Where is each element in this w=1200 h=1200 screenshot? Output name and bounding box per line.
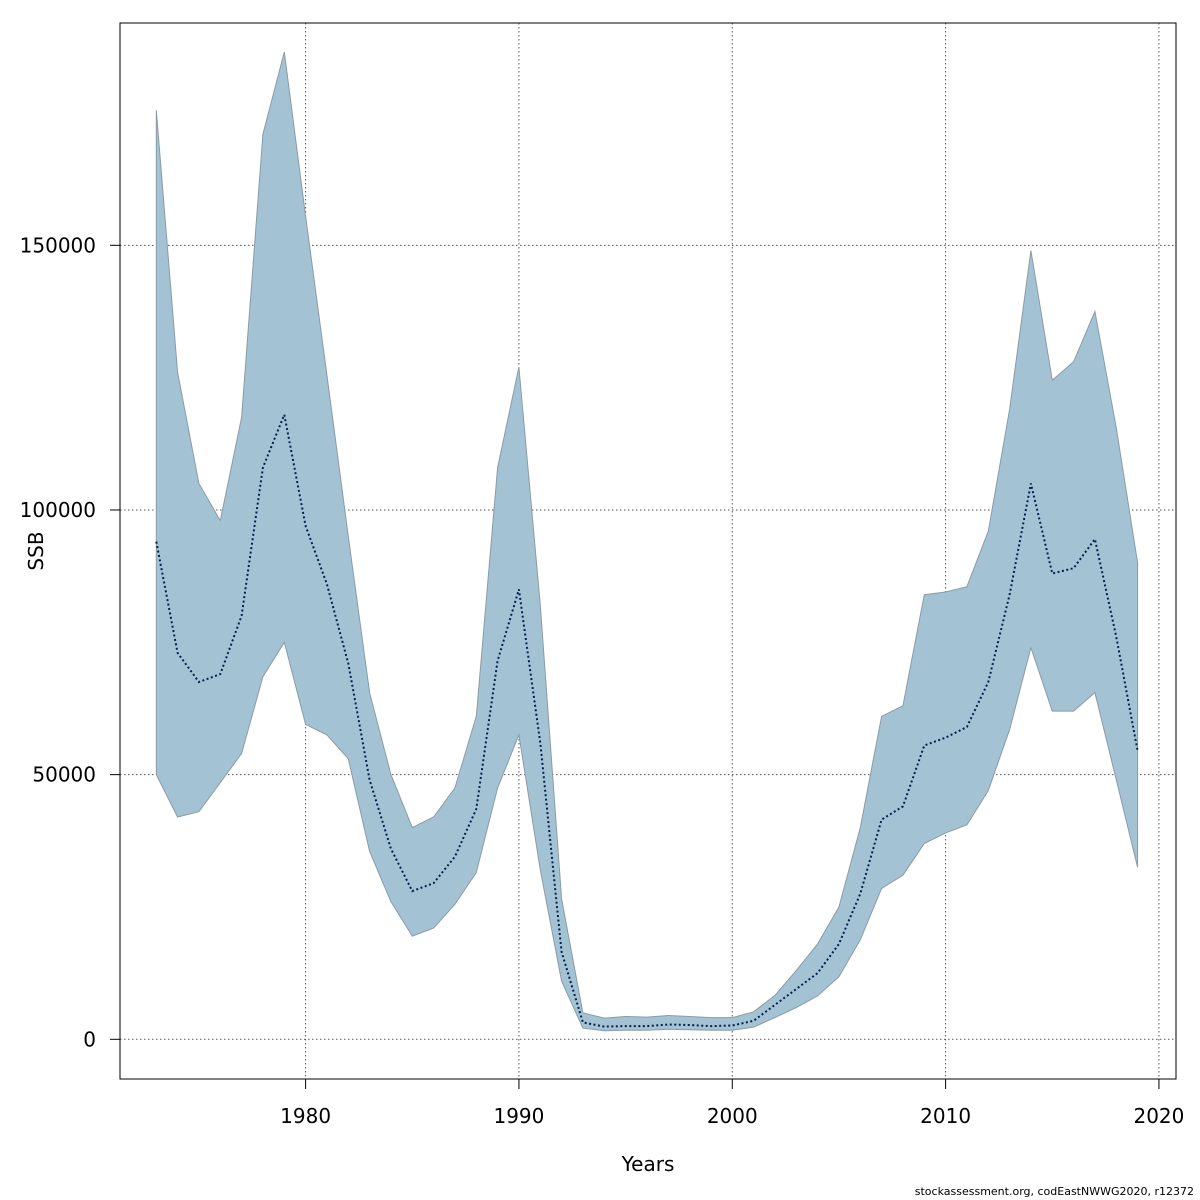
x-tick-label: 2000 (707, 1104, 758, 1128)
x-tick-label: 1990 (493, 1104, 544, 1128)
y-axis: 0 50000 100000 150000 (20, 233, 120, 1051)
ssb-estimate-line (155, 411, 1139, 1028)
confidence-band (155, 51, 1139, 1032)
x-tick-label: 2010 (920, 1104, 971, 1128)
grid-lines (120, 23, 1176, 1079)
y-axis-title: SSB (24, 531, 48, 570)
x-tick-label: 2020 (1133, 1104, 1184, 1128)
y-tick-label: 100000 (20, 498, 96, 522)
y-tick-label: 0 (83, 1027, 96, 1051)
source-footer: stockassessment.org, codEastNWWG2020, r1… (914, 1185, 1194, 1198)
x-axis: 1980 1990 2000 2010 2020 (280, 1079, 1184, 1128)
x-tick-label: 1980 (280, 1104, 331, 1128)
plot-frame (119, 22, 1177, 1080)
y-tick-label: 150000 (20, 233, 96, 257)
y-tick-label: 50000 (32, 763, 96, 787)
x-axis-title: Years (621, 1152, 675, 1176)
